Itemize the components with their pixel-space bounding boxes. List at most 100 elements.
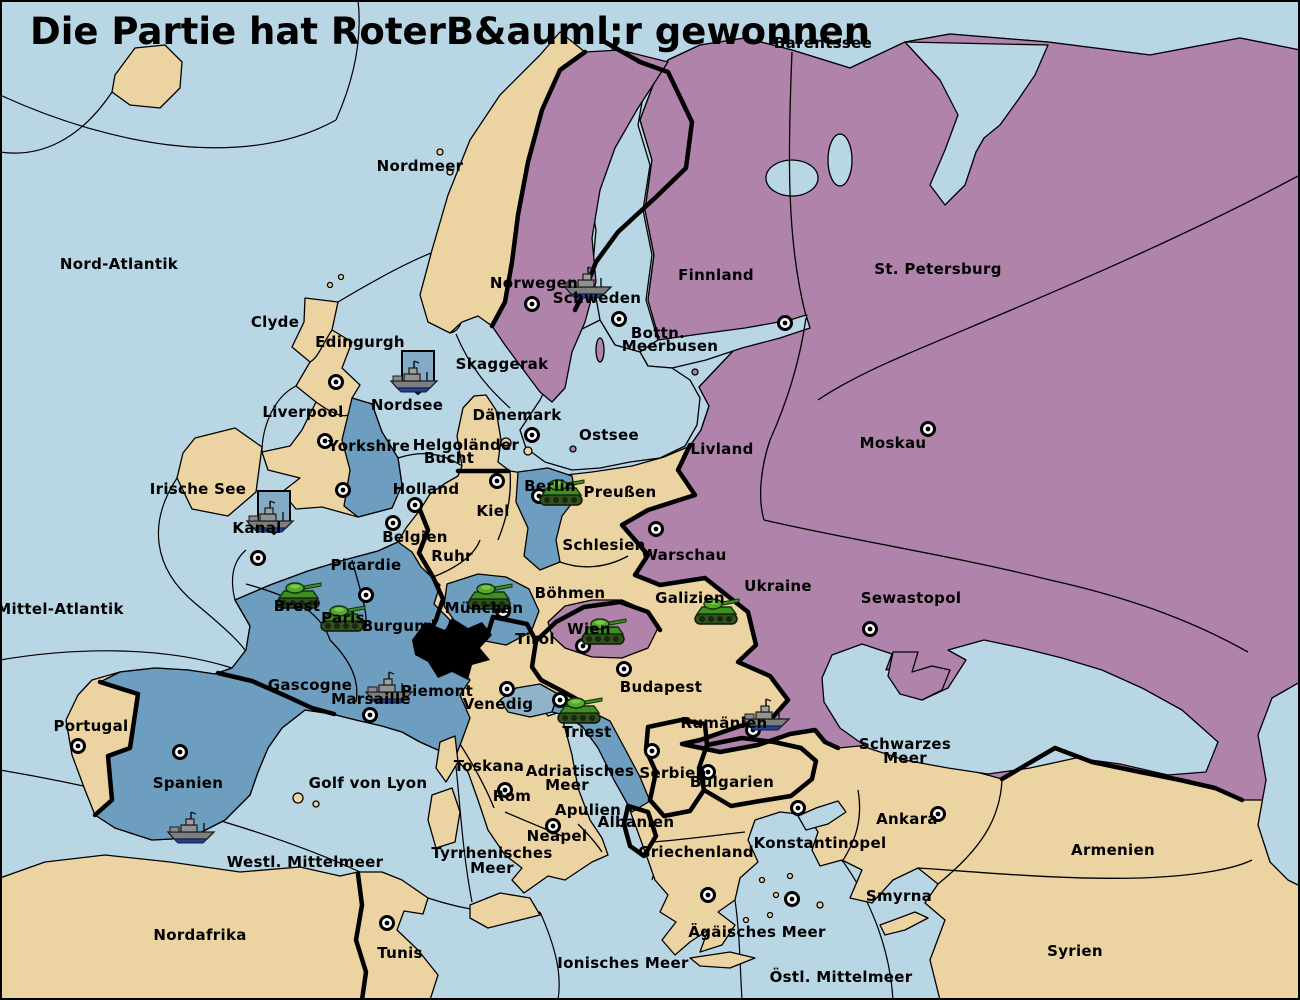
region-label: Bucht — [424, 449, 474, 467]
region-label: Nordafrika — [153, 926, 246, 944]
region-label: Paris — [321, 609, 365, 627]
supply-center — [489, 473, 505, 489]
region-labels-layer: BarentsseeNordmeerNord-AtlantikNorwegenS… — [0, 34, 1155, 986]
region-label: Böhmen — [535, 584, 606, 602]
supply-center — [250, 550, 266, 566]
region-label: Konstantinopel — [754, 834, 887, 852]
region-label: Burgund — [362, 617, 436, 635]
supply-center — [524, 427, 540, 443]
supply-center — [524, 296, 540, 312]
region-label: Rom — [493, 787, 531, 805]
region-label: Piemont — [401, 682, 473, 700]
region-label: Warschau — [641, 546, 726, 564]
region-label: Tirol — [515, 630, 555, 648]
region-label: Edingurgh — [315, 333, 405, 351]
region-label: München — [445, 599, 524, 617]
supply-center — [407, 497, 423, 513]
region-label: Irische See — [150, 480, 246, 498]
region-label: Tyrrhenisches — [431, 844, 552, 862]
game-result-title: Die Partie hat RoterB&auml;r gewonnen — [30, 10, 870, 53]
region-label: Marsaille — [331, 690, 411, 708]
region-label: Östl. Mittelmeer — [770, 967, 913, 986]
region-label: Ionisches Meer — [557, 954, 689, 972]
region-label: Triest — [562, 723, 611, 741]
region-label: Nordmeer — [377, 157, 464, 175]
supply-center — [777, 315, 793, 331]
region-label: Yorkshire — [327, 437, 410, 455]
region-label: Ruhr — [431, 547, 473, 565]
region-label: Dänemark — [473, 406, 563, 424]
region-label: Bulgarien — [690, 773, 774, 791]
region-label: Sewastopol — [861, 589, 962, 607]
supply-center — [644, 743, 660, 759]
region-label: Schlesien — [562, 536, 645, 554]
region-label: Tunis — [377, 944, 423, 962]
supply-center — [172, 744, 188, 760]
islands — [292, 148, 929, 969]
region-label: Picardie — [331, 556, 402, 574]
region-schweiz-impassable — [412, 618, 492, 680]
region-label: Norwegen — [490, 274, 578, 292]
region-label: Helgoländer — [413, 436, 520, 454]
region-label: Meerbusen — [622, 337, 719, 355]
region-label: Mittel-Atlantik — [0, 600, 124, 618]
region-label: Holland — [393, 480, 460, 498]
region-nordafrika[interactable] — [0, 854, 439, 1000]
supply-center — [358, 587, 374, 603]
region-label: Meer — [545, 776, 589, 794]
region-label: Preußen — [584, 483, 657, 501]
region-label: Schweden — [553, 289, 641, 307]
region-yorkshire[interactable] — [341, 397, 403, 518]
region-label: Moskau — [860, 434, 927, 452]
region-label: Kanal — [232, 519, 281, 537]
region-label: Finnland — [678, 266, 754, 284]
supply-center — [499, 681, 515, 697]
region-label: Brest — [274, 597, 321, 615]
supply-center — [862, 621, 878, 637]
region-label: Ankara — [876, 810, 938, 828]
region-label: Skaggerak — [456, 355, 549, 373]
region-label: Schwarzes — [859, 735, 951, 753]
region-label: Smyrna — [866, 887, 932, 905]
region-label: Bottn. — [631, 324, 685, 342]
region-irland[interactable] — [176, 427, 263, 517]
region-label: Albanien — [598, 813, 675, 831]
region-label: Rumänien — [680, 714, 767, 732]
region-label: Clyde — [251, 313, 299, 331]
supply-center — [328, 374, 344, 390]
region-label: Kiel — [476, 502, 509, 520]
supply-center — [616, 661, 632, 677]
region-label: Toskana — [454, 757, 524, 775]
supply-center — [611, 311, 627, 327]
region-label: Neapel — [527, 827, 588, 845]
supply-center — [790, 800, 806, 816]
region-label: Galizien — [655, 589, 725, 607]
region-label: Ostsee — [579, 426, 639, 444]
region-label: Belgien — [382, 528, 448, 546]
region-label: Syrien — [1047, 942, 1103, 960]
region-label: Serbien — [639, 764, 706, 782]
region-label: Barentssee — [774, 34, 872, 52]
region-label: Golf von Lyon — [309, 774, 428, 792]
region-label: Nordsee — [371, 396, 443, 414]
supply-center — [362, 707, 378, 723]
region-label: Nord-Atlantik — [60, 255, 179, 273]
supply-center — [700, 887, 716, 903]
region-label: Ukraine — [744, 577, 812, 595]
region-label: St. Petersburg — [874, 260, 1001, 278]
region-label: Griechenland — [638, 843, 754, 861]
region-label: Berlin — [524, 477, 576, 495]
region-label: Apulien — [555, 801, 621, 819]
region-label: Budapest — [620, 678, 702, 696]
region-krim[interactable] — [887, 651, 951, 701]
region-island — [111, 44, 183, 109]
supply-center — [335, 482, 351, 498]
region-label: Spanien — [153, 774, 223, 792]
region-label: Ägäisches Meer — [688, 922, 826, 941]
region-label: Meer — [470, 859, 514, 877]
region-label: Wien — [567, 620, 611, 638]
region-label: Portugal — [54, 717, 129, 735]
supply-center — [70, 738, 86, 754]
